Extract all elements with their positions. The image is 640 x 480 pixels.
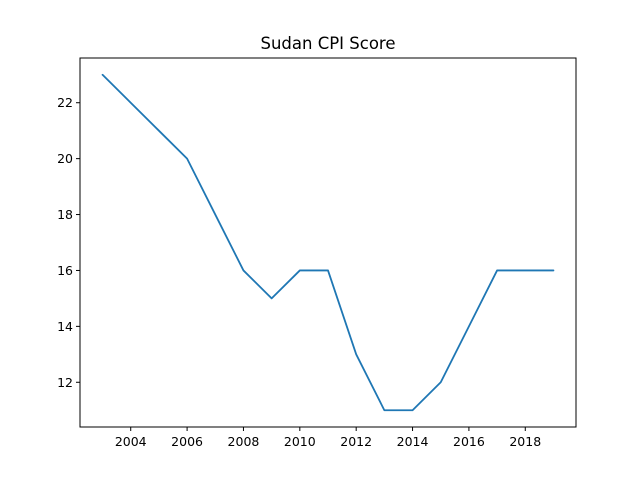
x-tick-label-2016: 2016: [453, 434, 485, 449]
y-tick-label-18: 18: [57, 207, 73, 222]
x-tick-label-2004: 2004: [115, 434, 147, 449]
x-tick-label-2006: 2006: [171, 434, 203, 449]
x-tick-label-2012: 2012: [340, 434, 372, 449]
chart-title: Sudan CPI Score: [260, 34, 395, 53]
axis-ticks: 2004 2006 2008 2010 2012 2014 2016 2018 12 14 16 18…: [57, 95, 541, 449]
y-tick-label-14: 14: [57, 319, 73, 334]
x-tick-label-2018: 2018: [509, 434, 541, 449]
y-tick-label-12: 12: [57, 375, 73, 390]
series-layer: [101, 73, 555, 412]
plot-area-frame: [79, 57, 577, 428]
x-tick-label-2010: 2010: [284, 434, 316, 449]
series-line-0: [101, 73, 555, 412]
y-tick-label-22: 22: [57, 95, 73, 110]
y-tick-label-16: 16: [57, 263, 73, 278]
x-tick-label-2008: 2008: [228, 434, 260, 449]
y-tick-label-20: 20: [57, 151, 73, 166]
x-tick-label-2014: 2014: [397, 434, 429, 449]
